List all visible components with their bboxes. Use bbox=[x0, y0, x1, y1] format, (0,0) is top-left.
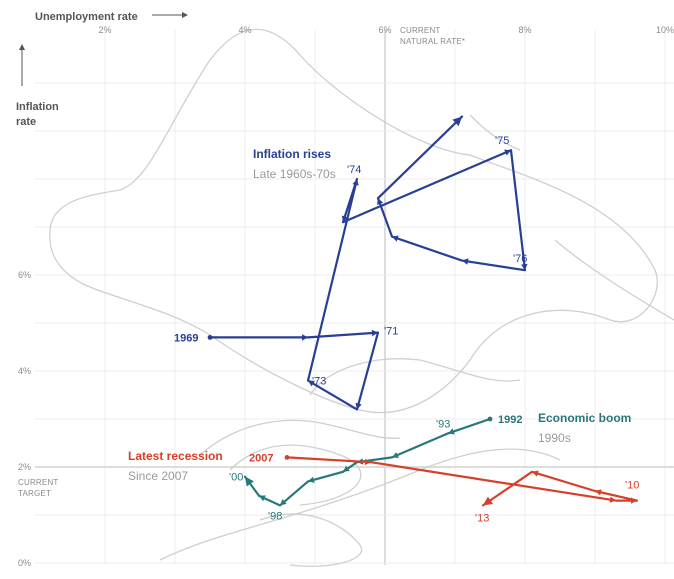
point-label: '13 bbox=[475, 512, 489, 524]
series-start-point bbox=[207, 335, 213, 340]
background-trail-low-2 bbox=[229, 444, 362, 506]
era-title-inflation: Inflation rises bbox=[253, 147, 331, 161]
series-1: 1992 '93 '98 '00 bbox=[229, 414, 522, 522]
series-arrow-icon bbox=[308, 380, 315, 387]
series-arrow-icon bbox=[595, 489, 602, 496]
background-trail-right bbox=[469, 114, 674, 321]
series-arrow-icon bbox=[462, 258, 469, 265]
point-label: '75 bbox=[495, 135, 509, 147]
series-arrow-icon bbox=[245, 476, 254, 487]
background-trail-outer bbox=[49, 28, 658, 414]
series-2: 2007 '10 '13 bbox=[249, 452, 639, 524]
series-arrow-icon bbox=[343, 465, 350, 472]
x-tick-label: 10% bbox=[656, 25, 674, 35]
y-tick-labels: 0% 2% 4% 6% bbox=[18, 270, 31, 568]
era-sub-recession: Since 2007 bbox=[128, 469, 188, 483]
series-arrow-icon bbox=[483, 496, 493, 506]
background-trail-low-4 bbox=[159, 448, 561, 561]
y-axis: Inflation rate 0% 2% 4% 6% bbox=[16, 44, 59, 568]
series-start-point bbox=[284, 455, 290, 460]
point-label: 1969 bbox=[174, 332, 198, 344]
series-arrow-icon bbox=[377, 198, 384, 205]
point-label: '71 bbox=[384, 326, 398, 338]
x-axis-title: Unemployment rate bbox=[35, 11, 138, 23]
series-arrow-icon bbox=[448, 428, 455, 435]
series-arrow-icon bbox=[355, 402, 362, 410]
y-axis-title-line2: rate bbox=[16, 116, 36, 128]
y-axis-title-line1: Inflation bbox=[16, 101, 59, 113]
x-axis-arrow-head-icon bbox=[182, 12, 188, 18]
x-tick-label: 8% bbox=[518, 25, 531, 35]
series-arrow-icon bbox=[392, 452, 399, 458]
series-arrow-icon bbox=[631, 497, 637, 504]
series-arrow-icon bbox=[280, 499, 287, 506]
background-trail-low-1 bbox=[199, 419, 401, 456]
target-label-line1: CURRENT bbox=[18, 478, 59, 487]
x-tick-labels: 2% 4% 6% 8% 10% bbox=[98, 25, 674, 35]
series-line bbox=[285, 456, 639, 507]
series-arrow-icon bbox=[371, 329, 378, 337]
point-label: 2007 bbox=[249, 452, 273, 464]
point-label: 1992 bbox=[498, 414, 522, 426]
point-label: '00 bbox=[229, 472, 243, 484]
point-label: '74 bbox=[347, 164, 361, 176]
point-label: '73 bbox=[312, 376, 326, 388]
target-label-line2: TARGET bbox=[18, 489, 51, 498]
point-label: '93 bbox=[436, 418, 450, 430]
background-trail-inner bbox=[309, 358, 521, 396]
series-arrow-icon bbox=[532, 470, 539, 477]
series-layer: 1969 '71 '73 '74 '75 '76 1992 '93 '98 '00 2007 '10 '… bbox=[174, 115, 639, 524]
point-label: '98 bbox=[268, 510, 282, 522]
series-arrow-icon bbox=[392, 235, 399, 242]
series-arrow-icon bbox=[302, 334, 308, 341]
y-axis-arrow-head-icon bbox=[19, 44, 25, 50]
point-label: '10 bbox=[625, 480, 639, 492]
series-0: 1969 '71 '73 '74 '75 '76 bbox=[174, 115, 528, 411]
era-title-recession: Latest recession bbox=[128, 449, 223, 463]
background-trails bbox=[49, 28, 674, 567]
series-arrow-icon bbox=[521, 263, 528, 271]
era-sub-inflation: Late 1960s-70s bbox=[253, 167, 336, 181]
y-tick-label: 6% bbox=[18, 270, 31, 280]
natural-rate-label-line1: CURRENT bbox=[400, 26, 441, 35]
x-axis: Unemployment rate 2% 4% 6% 8% 10% bbox=[35, 11, 674, 35]
y-tick-label: 0% bbox=[18, 558, 31, 568]
series-arrow-icon bbox=[364, 458, 371, 466]
y-tick-label: 2% bbox=[18, 462, 31, 472]
series-start-point bbox=[487, 416, 493, 422]
x-tick-label: 6% bbox=[378, 25, 391, 35]
series-arrow-icon bbox=[259, 495, 266, 502]
series-arrow-icon bbox=[341, 215, 348, 223]
series-arrow-icon bbox=[609, 496, 616, 503]
series-arrow-icon bbox=[452, 116, 462, 127]
x-tick-label: 2% bbox=[98, 25, 111, 35]
era-sub-boom: 1990s bbox=[538, 431, 571, 445]
y-tick-label: 4% bbox=[18, 366, 31, 376]
series-arrow-icon bbox=[352, 179, 359, 186]
point-label: '76 bbox=[513, 253, 527, 265]
era-title-boom: Economic boom bbox=[538, 411, 631, 425]
x-tick-label: 4% bbox=[238, 25, 251, 35]
series-arrow-icon bbox=[308, 476, 315, 483]
natural-rate-label-line2: NATURAL RATE* bbox=[400, 37, 465, 46]
series-arrow-icon bbox=[504, 149, 511, 156]
